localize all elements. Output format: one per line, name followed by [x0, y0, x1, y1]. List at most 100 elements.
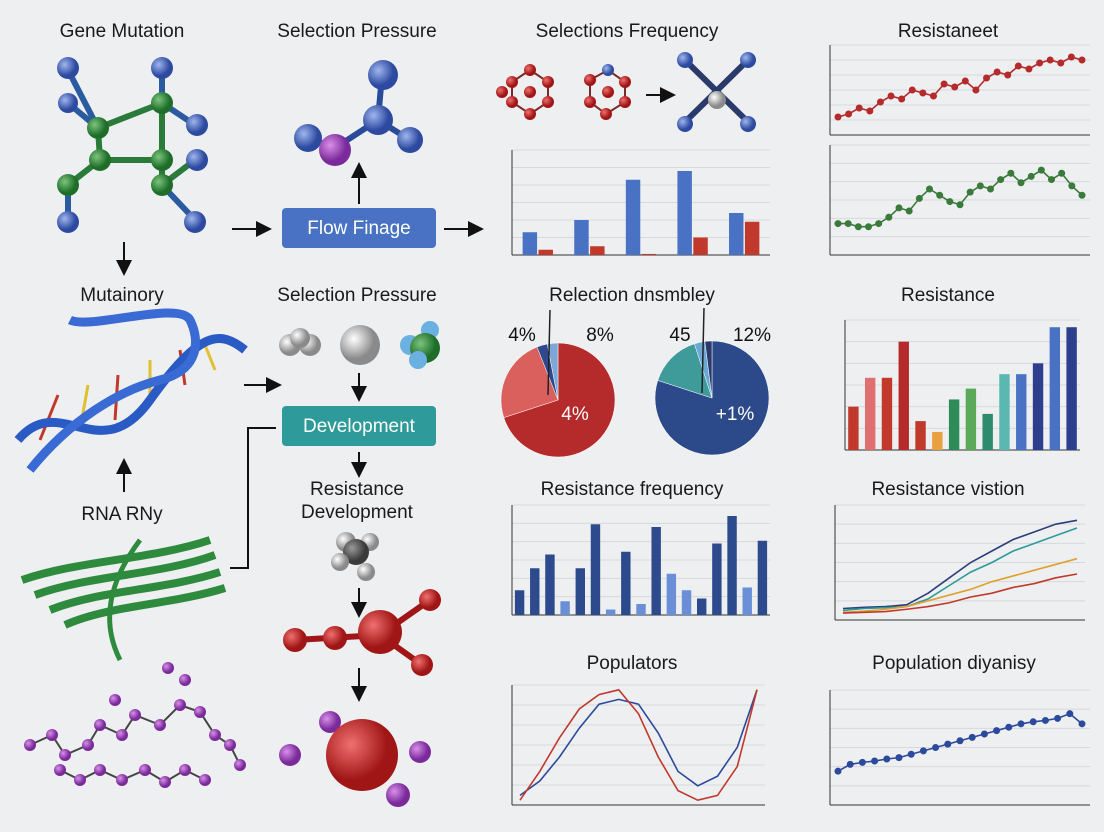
marker: [1068, 182, 1076, 190]
bar: [560, 601, 570, 615]
marker: [936, 191, 944, 199]
marker: [1027, 172, 1035, 180]
bar: [621, 551, 631, 615]
title: Selection Pressure: [277, 21, 436, 42]
marker: [846, 760, 854, 768]
bar: [625, 179, 641, 255]
title: Populators: [587, 653, 678, 674]
bar: [574, 220, 589, 255]
title: Resistaneet: [898, 21, 999, 42]
pointer: [547, 309, 551, 396]
bar: [590, 524, 601, 615]
marker: [997, 176, 1005, 184]
box: [282, 208, 436, 248]
marker: [908, 86, 916, 94]
title: Resistance: [901, 285, 995, 306]
title: Selections Frequency: [536, 21, 719, 42]
bar: [712, 543, 722, 615]
marker: [1017, 720, 1025, 728]
line: [842, 527, 1078, 612]
marker: [895, 204, 903, 212]
bar: [693, 237, 708, 255]
flow-boxes: Flow Finage Development: [282, 208, 436, 446]
bar: [641, 253, 657, 255]
marker: [1014, 62, 1022, 70]
marker: [883, 755, 891, 763]
bar: [1016, 374, 1027, 450]
bar: [982, 413, 993, 450]
marker: [956, 201, 964, 209]
bar: [881, 377, 893, 450]
marker: [885, 213, 893, 221]
marker: [980, 730, 988, 738]
marker: [1067, 53, 1075, 61]
marker: [871, 757, 879, 765]
bar: [514, 590, 525, 615]
pie-slice: [547, 342, 559, 401]
marker: [961, 77, 969, 85]
marker: [976, 182, 984, 190]
marker: [1037, 166, 1045, 174]
bar: [965, 388, 977, 450]
title: Resistance vistion: [871, 479, 1024, 500]
pie-slice: [503, 342, 616, 458]
marker: [1048, 176, 1055, 184]
bar: [915, 421, 926, 450]
molecule-gene: [57, 57, 208, 233]
marker: [926, 185, 933, 193]
marker: [1041, 716, 1049, 724]
marker: [844, 220, 852, 228]
line: [837, 56, 1083, 118]
molecule-selection: [294, 60, 423, 166]
molecules-frequency: [496, 52, 756, 132]
title: Development: [301, 502, 414, 523]
box: [282, 406, 436, 446]
marker: [1005, 723, 1013, 731]
marker: [907, 750, 915, 758]
marker: [876, 98, 884, 106]
title: Mutainory: [80, 285, 164, 306]
bar: [530, 568, 540, 615]
spheres: [279, 321, 441, 807]
marker: [1078, 720, 1086, 728]
marker: [834, 767, 842, 775]
marker: [919, 747, 927, 755]
bar: [1049, 327, 1061, 450]
marker: [895, 754, 903, 762]
marker: [1078, 56, 1086, 64]
pie-label: 8%: [586, 325, 614, 346]
marker: [1025, 65, 1033, 73]
bar: [590, 246, 605, 255]
marker: [834, 113, 842, 121]
bar: [729, 213, 744, 255]
line: [842, 519, 1078, 610]
marker: [855, 104, 863, 112]
pie-label: 45: [669, 325, 690, 346]
marker: [1057, 59, 1065, 67]
bar: [666, 573, 677, 615]
bar: [545, 554, 555, 615]
title: RNA RNy: [81, 504, 163, 525]
bar: [999, 374, 1010, 450]
bar: [677, 171, 692, 255]
marker: [951, 83, 959, 91]
marker: [866, 107, 874, 115]
marker: [1054, 714, 1062, 722]
marker: [875, 220, 883, 228]
line: [519, 689, 758, 797]
marker: [845, 110, 853, 118]
bar: [605, 609, 616, 615]
marker: [993, 727, 1001, 735]
marker: [1078, 191, 1086, 199]
bar: [898, 341, 909, 450]
marker: [983, 74, 991, 82]
title: Resistance: [310, 479, 404, 500]
bar: [848, 406, 859, 450]
marker: [972, 86, 980, 94]
marker: [1046, 56, 1054, 64]
marker: [987, 185, 994, 193]
pie-label: 4%: [561, 404, 589, 425]
marker: [905, 207, 913, 215]
marker: [919, 89, 927, 97]
